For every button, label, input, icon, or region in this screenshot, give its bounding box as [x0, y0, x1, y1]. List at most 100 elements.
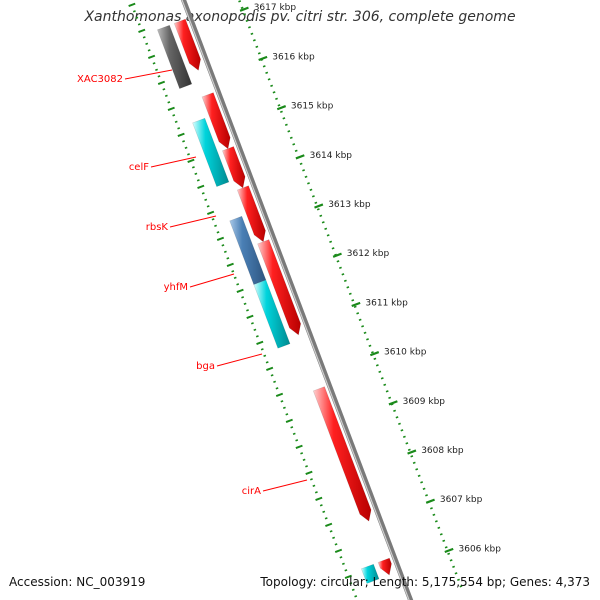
inner-tick: [332, 536, 336, 540]
scale-major-tick: [351, 301, 361, 308]
outer-tick: [279, 110, 283, 113]
outer-tick: [437, 526, 441, 529]
inner-tick: [351, 588, 355, 592]
outer-tick: [457, 578, 460, 581]
inner-tick: [216, 236, 225, 242]
inner-tick: [221, 244, 225, 247]
outer-tick: [287, 130, 291, 133]
scale-major-tick: [258, 55, 268, 62]
scale-label: 3606 kbp: [459, 544, 502, 554]
outer-tick: [454, 572, 458, 575]
inner-tick: [334, 548, 343, 554]
outer-tick: [339, 266, 342, 269]
outer-tick: [238, 0, 242, 3]
inner-tick: [211, 218, 215, 221]
inner-tick: [250, 322, 254, 325]
inner-tick: [285, 413, 289, 416]
inner-tick: [280, 400, 284, 403]
outer-tick: [255, 45, 259, 48]
scale-major-tick: [276, 105, 287, 111]
outer-tick: [282, 117, 286, 120]
gene-leader-line: [124, 69, 173, 80]
inner-tick: [197, 184, 205, 190]
inner-tick: [223, 250, 227, 254]
outer-tick: [307, 182, 310, 185]
gene-label: rbsK: [146, 222, 169, 233]
outer-tick: [420, 481, 424, 484]
forward-gene-arrow: [377, 557, 392, 576]
outer-tick: [417, 474, 421, 477]
outer-tick: [304, 175, 308, 178]
outer-tick: [240, 6, 244, 9]
outer-tick: [405, 442, 409, 445]
outer-tick: [336, 260, 340, 263]
inner-tick: [187, 158, 195, 164]
scale-major-tick: [314, 203, 324, 209]
forward-gene-arrow: [201, 92, 231, 150]
outer-tick: [275, 97, 278, 100]
inner-tick: [162, 88, 166, 91]
outer-tick: [289, 136, 293, 139]
outer-tick: [363, 331, 367, 334]
inner-tick: [147, 49, 151, 52]
outer-tick: [383, 383, 387, 386]
scale-label: 3613 kbp: [328, 200, 371, 210]
inner-tick: [339, 556, 343, 559]
gene-leader-line: [169, 215, 217, 228]
inner-tick: [305, 470, 313, 476]
reverse-gene-block: [253, 279, 291, 349]
inner-tick: [236, 288, 244, 294]
inner-tick: [128, 2, 136, 8]
outer-tick: [415, 468, 419, 471]
outer-tick: [250, 32, 254, 35]
inner-tick: [147, 54, 156, 60]
scale-label: 3612 kbp: [347, 249, 390, 259]
inner-tick: [137, 23, 141, 26]
inner-tick: [194, 172, 198, 176]
reverse-gene-block: [360, 563, 380, 584]
scale-major-tick: [425, 498, 435, 504]
outer-tick: [331, 247, 335, 250]
inner-tick: [354, 595, 358, 598]
outer-tick: [452, 565, 456, 568]
accession-text: Accession: NC_003919: [9, 575, 146, 589]
inner-tick: [260, 348, 264, 351]
outer-tick: [343, 279, 347, 282]
gene-leader-line: [216, 353, 263, 367]
forward-gene-arrow: [222, 146, 246, 189]
outer-tick: [270, 84, 274, 87]
outer-tick: [447, 552, 451, 555]
scale-label: 3614 kbp: [310, 151, 353, 161]
outer-tick: [459, 585, 463, 588]
gene-label: yhfM: [164, 282, 188, 293]
scale-label: 3611 kbp: [365, 298, 408, 308]
scale-label: 3615 kbp: [291, 102, 334, 112]
outer-tick: [366, 338, 369, 341]
outer-tick: [319, 214, 323, 217]
scale-label: 3610 kbp: [384, 348, 427, 358]
inner-tick: [187, 153, 190, 156]
inner-tick: [167, 101, 171, 104]
backbone-line: [180, 0, 414, 600]
outer-tick: [316, 208, 320, 211]
outer-tick: [348, 292, 352, 295]
scale-label: 3607 kbp: [440, 495, 483, 505]
scale-label: 3616 kbp: [272, 52, 315, 62]
inner-tick: [319, 504, 323, 507]
inner-tick: [231, 270, 235, 273]
outer-tick: [267, 78, 271, 81]
inner-tick: [191, 166, 195, 169]
inner-tick: [325, 522, 333, 528]
outer-tick: [351, 299, 355, 302]
inner-tick: [263, 354, 267, 358]
inner-tick: [302, 458, 306, 462]
outer-tick: [245, 19, 249, 22]
outer-tick: [425, 494, 428, 497]
outer-tick: [243, 13, 247, 16]
inner-tick: [270, 374, 274, 377]
inner-tick: [349, 582, 353, 585]
outer-tick: [284, 123, 288, 126]
scale-major-tick: [369, 351, 380, 357]
inner-tick: [255, 335, 259, 338]
outer-tick: [378, 370, 382, 373]
